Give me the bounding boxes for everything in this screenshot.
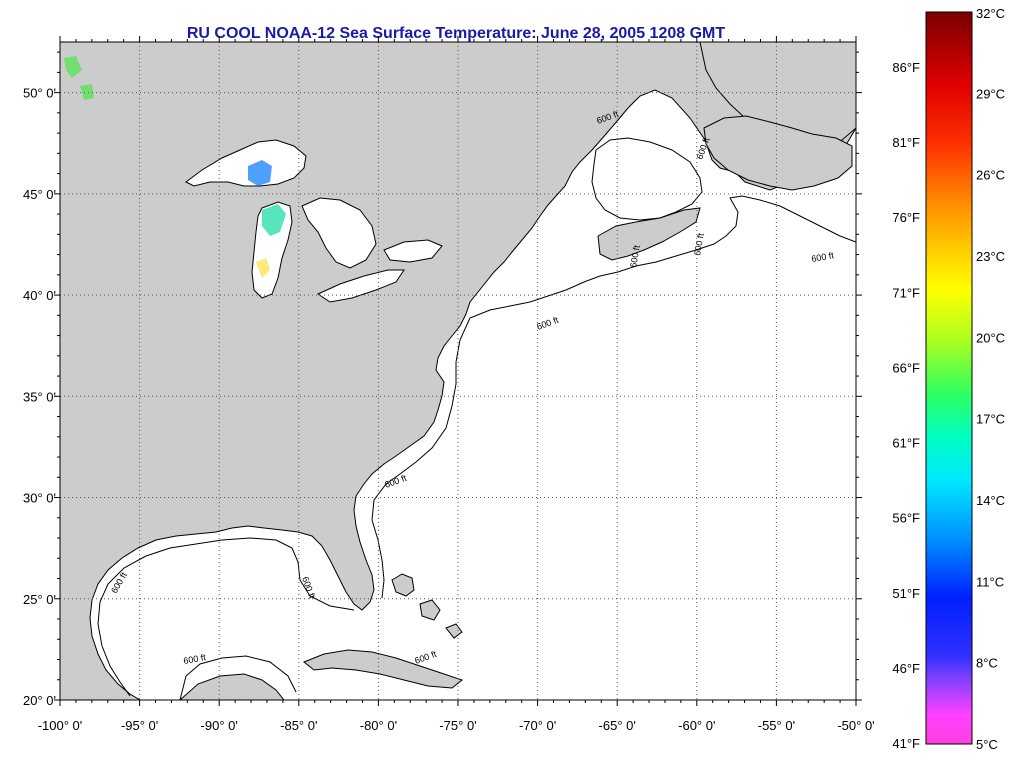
colorbar-celsius-label: 5°C (976, 737, 998, 752)
sst-patch-nw (64, 56, 82, 78)
lon-tick-label: -95° 0' (121, 718, 158, 733)
contour-label-4: 600 ft (628, 244, 642, 268)
lon-tick-label: -90° 0' (201, 718, 238, 733)
contour-label-10: 600 ft (183, 652, 207, 666)
newfoundland-land (703, 115, 853, 191)
lat-tick-label: 40° 0' (23, 288, 56, 303)
lat-tick-label: 35° 0' (23, 389, 56, 404)
lake-ontario (383, 239, 443, 263)
nova-scotia-land (597, 207, 701, 261)
sst-patch-nw-2 (80, 84, 94, 100)
lon-tick-label: -65° 0' (599, 718, 636, 733)
lon-tick-label: -75° 0' (439, 718, 476, 733)
colorbar-fahrenheit-label: 66°F (892, 360, 920, 375)
colorbar-celsius-label: 11°C (976, 574, 1004, 589)
lake-erie (316, 269, 405, 303)
colorbar-celsius-label: 29°C (976, 86, 1005, 101)
yucatan-land (179, 673, 285, 700)
bahamas-land (391, 573, 415, 597)
colorbar-fahrenheit-label: 81°F (892, 135, 920, 150)
colorbar-fahrenheit-label: 51°F (892, 586, 920, 601)
depth-contour-600ft-gulf (97, 537, 355, 697)
latitude-axis: 20° 0' 25° 0' 30° 0' 35° 0' 40° 0' 45° 0' 50° … (23, 51, 862, 708)
lat-tick-label: 25° 0' (23, 592, 56, 607)
colorbar-fahrenheit-label: 46°F (892, 661, 920, 676)
lat-tick-label: 45° 0' (23, 187, 56, 202)
colorbar-fahrenheit-label: 56°F (892, 511, 920, 526)
colorbar-fahrenheit-label: 41°F (892, 736, 920, 751)
lat-tick-label: 30° 0' (23, 491, 56, 506)
depth-contour-600ft (469, 195, 856, 319)
bahamas-land-2 (419, 599, 441, 621)
colorbar-gradient (925, 11, 973, 745)
map-gridlines (60, 42, 856, 700)
colorbar: 32°C 29°C 26°C 23°C 20°C 17°C 14°C 11°C 8°C 5°C 8… (892, 6, 1005, 752)
cuba-land (303, 649, 464, 689)
lake-huron (301, 197, 377, 269)
lon-tick-label: -70° 0' (519, 718, 556, 733)
longitude-axis: -100° 0' -95° 0' -90° 0' -85° 0' -80° 0' -75°… (38, 36, 875, 733)
contour-label-3: 600 ft (692, 232, 706, 256)
lon-tick-label: -55° 0' (758, 718, 795, 733)
colorbar-celsius-label: 20°C (976, 330, 1005, 345)
colorbar-celsius-label: 14°C (976, 493, 1005, 508)
lat-tick-label: 50° 0' (23, 86, 56, 101)
lake-superior (185, 139, 307, 187)
sst-patch-michigan (262, 204, 286, 236)
depth-contour-600ft-south (371, 317, 471, 599)
colorbar-fahrenheit-label: 76°F (892, 210, 920, 225)
sst-patch-michigan-south (256, 258, 270, 278)
lon-tick-label: -85° 0' (280, 718, 317, 733)
colorbar-fahrenheit-label: 71°F (892, 285, 920, 300)
contour-label-5: 600 ft (811, 250, 835, 264)
colorbar-celsius-label: 26°C (976, 168, 1005, 183)
colorbar-fahrenheit-label: 86°F (892, 60, 920, 75)
colorbar-celsius-label: 23°C (976, 249, 1005, 264)
lon-tick-label: -80° 0' (360, 718, 397, 733)
colorbar-celsius-label: 8°C (976, 656, 998, 671)
colorbar-celsius-labels: 32°C 29°C 26°C 23°C 20°C 17°C 14°C 11°C 8°C 5°C (976, 6, 1005, 752)
colorbar-celsius-label: 32°C (976, 6, 1005, 21)
colorbar-fahrenheit-label: 61°F (892, 436, 920, 451)
sst-patch-superior (248, 160, 272, 186)
depth-contour-600ft-cuba (179, 655, 297, 700)
lon-tick-label: -50° 0' (837, 718, 874, 733)
lon-tick-label: -100° 0' (38, 718, 83, 733)
gulf-st-lawrence (591, 137, 703, 221)
lon-tick-label: -60° 0' (678, 718, 715, 733)
lat-tick-label: 20° 0' (23, 693, 56, 708)
colorbar-fahrenheit-labels: 86°F 81°F 76°F 71°F 66°F 61°F 56°F 51°F 46°F 41°F (892, 60, 920, 751)
colorbar-celsius-label: 17°C (976, 412, 1005, 427)
map-title: RU COOL NOAA-12 Sea Surface Temperature:… (187, 25, 726, 42)
